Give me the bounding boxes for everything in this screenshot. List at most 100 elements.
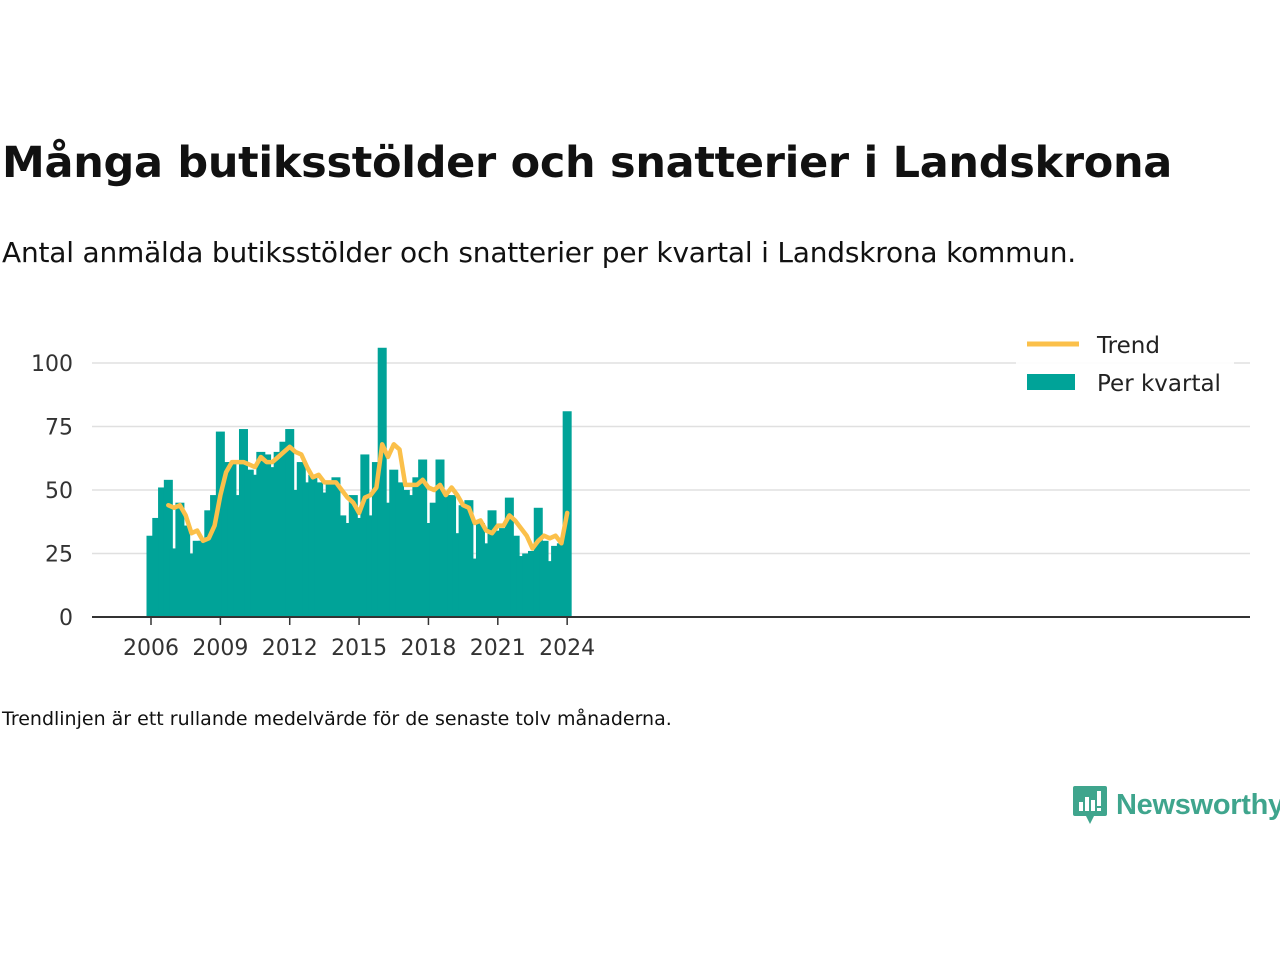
legend: Trend Per kvartal bbox=[1016, 328, 1234, 400]
brand-name: Newsworthy bbox=[1116, 788, 1280, 821]
bar bbox=[348, 495, 358, 617]
bar bbox=[227, 462, 237, 617]
bar bbox=[452, 533, 462, 617]
bar bbox=[314, 482, 324, 617]
bar bbox=[244, 469, 254, 617]
bar bbox=[412, 477, 422, 617]
bar bbox=[527, 550, 537, 617]
bar bbox=[215, 431, 225, 617]
bar bbox=[522, 553, 532, 617]
bar bbox=[406, 495, 416, 617]
x-tick-label: 2024 bbox=[539, 636, 595, 661]
bar bbox=[285, 429, 295, 617]
chart-subtitle: Antal anmälda butiksstölder och snatteri… bbox=[2, 236, 1076, 269]
bar bbox=[325, 482, 335, 617]
bar bbox=[400, 490, 410, 617]
bar bbox=[429, 502, 439, 617]
bar bbox=[516, 556, 526, 617]
bar bbox=[198, 540, 208, 617]
bar bbox=[551, 545, 561, 617]
bar bbox=[545, 561, 555, 617]
bar bbox=[383, 502, 393, 617]
bar bbox=[331, 477, 341, 617]
bar bbox=[504, 497, 514, 617]
bar bbox=[296, 462, 306, 617]
bar bbox=[250, 474, 260, 617]
y-tick-label: 25 bbox=[45, 543, 73, 568]
trend-line bbox=[166, 442, 570, 551]
bar bbox=[377, 347, 387, 617]
x-tick-label: 2012 bbox=[262, 636, 318, 661]
bar bbox=[152, 517, 162, 617]
bar bbox=[337, 515, 347, 617]
bar bbox=[181, 525, 191, 617]
bar bbox=[435, 459, 445, 617]
bar bbox=[256, 451, 266, 617]
bar bbox=[499, 528, 509, 617]
bar bbox=[279, 441, 289, 617]
bar bbox=[267, 467, 277, 617]
y-tick-label: 100 bbox=[31, 352, 73, 377]
bar bbox=[371, 462, 381, 617]
x-tick-label: 2021 bbox=[470, 636, 526, 661]
bar bbox=[389, 469, 399, 617]
legend-bars-swatch bbox=[1027, 374, 1075, 390]
bar bbox=[308, 474, 318, 617]
bar bbox=[493, 530, 503, 617]
x-tick-label: 2006 bbox=[123, 636, 179, 661]
bar bbox=[146, 535, 156, 617]
bar bbox=[192, 540, 202, 617]
bar bbox=[423, 523, 433, 617]
bar bbox=[487, 510, 497, 617]
bar bbox=[210, 495, 220, 617]
bar bbox=[539, 540, 549, 617]
newsworthy-logo-icon bbox=[1073, 786, 1107, 824]
bar bbox=[262, 454, 272, 617]
bar bbox=[441, 495, 451, 617]
bar bbox=[395, 482, 405, 617]
y-tick-label: 50 bbox=[45, 479, 73, 504]
x-tick-label: 2018 bbox=[400, 636, 456, 661]
legend-trend-label: Trend bbox=[1096, 333, 1160, 359]
gridlines: 0 25 50 75 100 bbox=[31, 352, 1250, 631]
chart-title: Många butiksstölder och snatterier i Lan… bbox=[2, 138, 1172, 188]
bar bbox=[291, 490, 300, 617]
x-tick-label: 2009 bbox=[192, 636, 248, 661]
bar bbox=[158, 487, 168, 617]
bar bbox=[186, 553, 196, 617]
trend-line-group bbox=[166, 442, 570, 551]
brand-logo: Newsworthy bbox=[1072, 784, 1280, 826]
y-tick-label: 75 bbox=[45, 416, 73, 441]
bar bbox=[533, 507, 543, 617]
bar bbox=[343, 523, 353, 617]
bar bbox=[273, 451, 283, 617]
bar bbox=[175, 502, 185, 617]
x-axis: 2006 2009 2012 2015 2018 2021 2024 bbox=[92, 616, 1250, 661]
bar bbox=[464, 500, 474, 617]
bar bbox=[556, 543, 566, 617]
bar bbox=[163, 479, 173, 617]
bar bbox=[418, 459, 428, 617]
bar bbox=[360, 454, 370, 617]
bar bbox=[233, 495, 243, 617]
bar bbox=[238, 429, 248, 617]
bar bbox=[458, 505, 468, 617]
bar bbox=[447, 495, 457, 617]
bar bbox=[481, 543, 491, 617]
footnote: Trendlinjen är ett rullande medelvärde f… bbox=[2, 708, 672, 730]
bar bbox=[319, 492, 329, 617]
bar bbox=[366, 515, 376, 617]
y-tick-label: 0 bbox=[59, 606, 73, 631]
legend-bars-label: Per kvartal bbox=[1097, 371, 1221, 397]
bar bbox=[221, 462, 231, 617]
bar bbox=[169, 548, 179, 617]
x-tick-label: 2015 bbox=[331, 636, 387, 661]
bar bbox=[204, 510, 214, 617]
bar bbox=[470, 558, 480, 617]
bar bbox=[354, 517, 364, 617]
bar bbox=[510, 535, 520, 617]
bar bbox=[475, 523, 485, 617]
bars bbox=[146, 347, 572, 617]
bar bbox=[302, 482, 312, 617]
